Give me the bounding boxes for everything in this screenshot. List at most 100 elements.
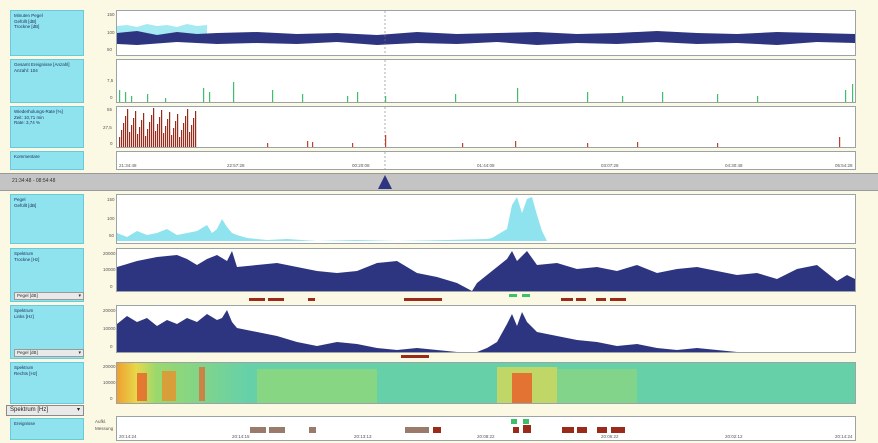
event-row-label: Aufkl.	[95, 419, 107, 424]
rate-mark	[125, 116, 127, 147]
y-tick: 0	[110, 141, 113, 146]
spectrum-links-chart	[117, 310, 855, 352]
event-count-mark	[385, 96, 387, 102]
rate-mark	[133, 118, 135, 147]
label-line: Anzahl: 104	[14, 67, 38, 73]
rate-mark	[165, 126, 167, 147]
event-block	[597, 427, 607, 433]
label-line: Gefüllt [dB]	[14, 18, 37, 24]
level-peak	[487, 197, 547, 241]
spectrogram-chart	[117, 363, 855, 403]
rate-mark	[129, 132, 131, 147]
chevron-down-icon: ▾	[78, 293, 81, 299]
overview-events-panel[interactable]: 7,5 0	[107, 59, 856, 103]
comments-track	[384, 152, 386, 169]
rate-mark	[312, 142, 314, 147]
rate-mark	[177, 114, 179, 147]
event-marker	[308, 298, 315, 301]
rate-mark	[155, 131, 157, 147]
events-track	[250, 419, 625, 433]
rate-mark	[161, 110, 163, 147]
label-line: Wiederholungs-Rate [%]	[14, 109, 63, 114]
event-row-label: Messung	[95, 426, 114, 431]
event-count-mark	[852, 84, 854, 102]
spectrum-dropdown[interactable]: Spektrum [Hz] ▾	[6, 405, 84, 416]
rate-mark	[193, 118, 195, 147]
rate-mark	[515, 141, 517, 147]
overview-level-chart	[117, 11, 855, 55]
event-markers-row-2	[401, 355, 429, 358]
channel-dropdown-1[interactable]: Pegel [dB] ▾	[14, 292, 84, 300]
label-ereignisse: Ereignisse	[10, 418, 84, 440]
label-line: Trockne [dB]	[14, 24, 40, 29]
time-tick: 21:34:48	[119, 163, 137, 168]
y-tick: 150	[107, 12, 115, 17]
rate-mark	[185, 116, 187, 147]
event-marker	[509, 294, 517, 297]
time-cursor-handle[interactable]	[378, 175, 392, 189]
time-navigation-bar[interactable]: 21:34:48 - 08:54:48	[0, 173, 878, 191]
y-tick: 10000	[103, 380, 116, 385]
label-spektrum-rechts: Spektrum Rechts [Hz]	[10, 362, 84, 404]
time-tick: 20:13:13	[354, 434, 372, 439]
time-tick: 04:30:48	[725, 163, 743, 168]
rate-mark	[189, 132, 191, 147]
rate-mark	[352, 143, 354, 147]
rate-mark	[167, 119, 169, 147]
event-block	[309, 427, 316, 433]
spectrum-trockne-panel[interactable]: 20000 10000 0	[103, 248, 856, 292]
label-pegel: Pegel Gefüllt [dB]	[10, 194, 84, 244]
rate-mark	[131, 125, 133, 147]
event-block	[562, 427, 574, 433]
event-count-mark	[347, 96, 349, 102]
event-count-mark	[302, 94, 304, 102]
dropdown-value: Pegel [dB]	[17, 350, 38, 355]
rate-mark	[121, 130, 123, 147]
spectrogram-panel[interactable]: 20000 10000 0	[103, 362, 856, 404]
event-count-mark	[622, 96, 624, 102]
spectrogram-hotspot	[137, 373, 147, 401]
detail-level-panel[interactable]: 150 100 50	[107, 194, 856, 244]
dropdown-value: Spektrum [Hz]	[10, 407, 49, 413]
event-count-mark	[125, 92, 127, 102]
y-tick: 0	[110, 344, 113, 349]
label-line: Links [Hz]	[14, 313, 34, 319]
event-count-mark	[717, 94, 719, 102]
rate-mark	[173, 128, 175, 147]
event-marker	[610, 298, 626, 301]
dropdown-value: Pegel [dB]	[17, 293, 38, 298]
comments-panel[interactable]: 21:34:48 22:57:28 00:20:08 01:44:08 03:0…	[116, 151, 856, 170]
y-tick: 150	[107, 197, 115, 202]
rate-mark	[147, 129, 149, 147]
event-marker	[576, 298, 586, 301]
label-line: Kommentare	[14, 154, 40, 159]
time-range-label: 21:34:48 - 08:54:48	[12, 178, 56, 184]
spectrogram-hotspot	[512, 373, 532, 403]
time-tick: 20:02:12	[725, 434, 743, 439]
event-block	[405, 427, 429, 433]
y-tick: 10000	[103, 267, 116, 272]
events-panel[interactable]: 20:14:24 20:14:15 20:13:13 20:08:22 20:0…	[95, 416, 856, 441]
label-wiederholungs-rate: Wiederholungs-Rate [%] Zeit: 10,71 min R…	[10, 106, 84, 148]
event-marker	[561, 298, 573, 301]
time-tick: 20:14:24	[119, 434, 137, 439]
rate-mark	[157, 124, 159, 147]
label-minuten-pegel: Minuten Pegel Gefüllt [dB] Trockne [dB]	[10, 10, 84, 56]
rate-mark	[175, 121, 177, 147]
spectrum-links-panel[interactable]: 20000 10000 0	[103, 305, 856, 353]
rate-mark	[127, 109, 129, 147]
rate-mark	[187, 109, 189, 147]
event-markers-row-1	[249, 294, 626, 301]
rate-mark	[587, 143, 589, 147]
y-tick: 50	[107, 47, 113, 52]
overview-rate-panel[interactable]: 55 27,5 0	[103, 106, 856, 148]
overview-level-panel[interactable]: 150 100 50	[107, 10, 856, 56]
rate-mark	[169, 112, 171, 147]
event-count-mark	[119, 90, 121, 102]
chevron-down-icon: ▾	[78, 350, 81, 356]
rate-mark	[717, 143, 719, 147]
y-tick: 20000	[103, 364, 116, 369]
rate-mark	[139, 127, 141, 147]
y-tick: 0	[110, 95, 113, 100]
channel-dropdown-2[interactable]: Pegel [dB] ▾	[14, 349, 84, 357]
